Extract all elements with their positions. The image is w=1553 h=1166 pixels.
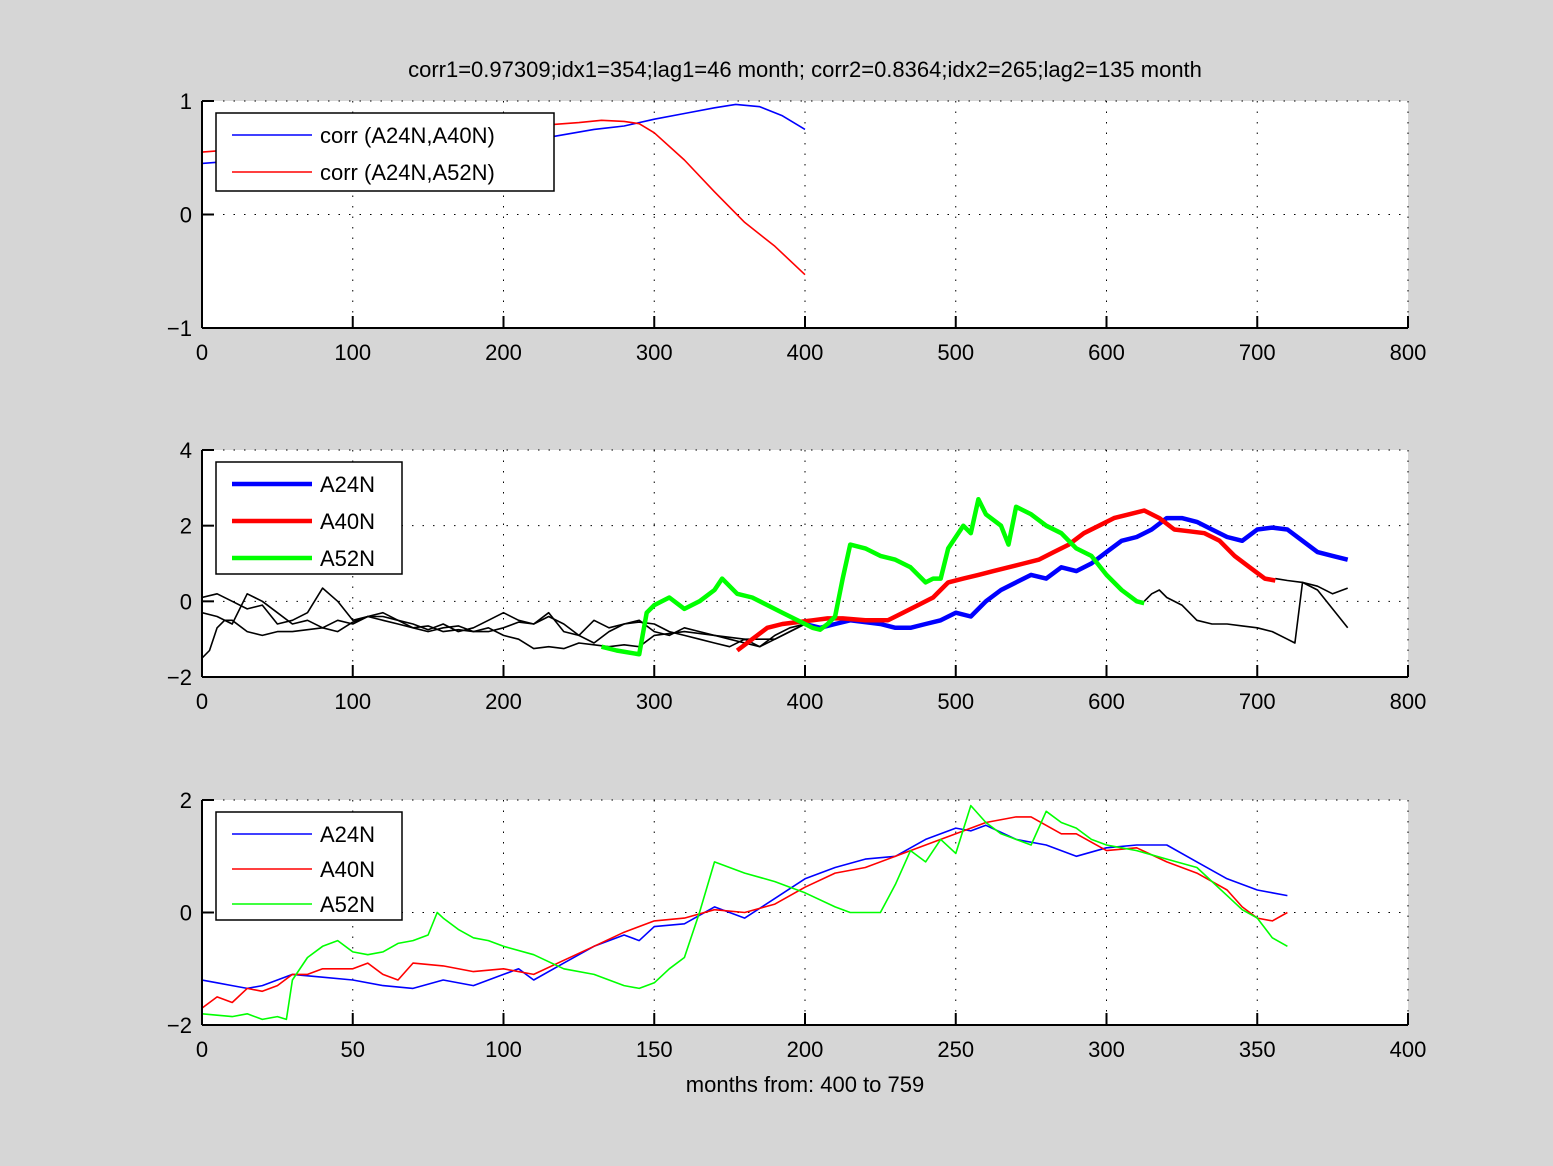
series-line-a52n: [202, 804, 1288, 1021]
x-tick-label: 200: [485, 340, 522, 365]
legend-label: A52N: [320, 546, 375, 571]
legend: corr (A24N,A40N) corr (A24N,A52N): [215, 112, 555, 192]
x-tick-label: 200: [787, 1037, 824, 1062]
x-tick-label: 350: [1239, 1037, 1276, 1062]
x-tick-label: 100: [334, 340, 371, 365]
series-line-black-4: [1143, 581, 1348, 644]
x-tick-label: 300: [636, 340, 673, 365]
series-line-a40n: [735, 508, 1276, 653]
y-tick-label: 1: [180, 89, 192, 114]
legend-label: A52N: [320, 892, 375, 917]
legend: A24N A40N A52N: [215, 811, 403, 921]
axes-series-full: 0 100 200 300 400 500 600 700 800−2024A24NA40NA5…: [167, 438, 1426, 714]
legend-label: A24N: [320, 472, 375, 497]
y-tick-label: 4: [180, 438, 192, 463]
y-tick-label: 0: [180, 901, 192, 926]
series-line-a24n: [202, 824, 1288, 990]
x-tick-label: 700: [1239, 340, 1276, 365]
legend-box: [215, 112, 555, 192]
x-tick-label: 600: [1088, 689, 1125, 714]
legend: A24N A40N A52N: [215, 461, 403, 575]
series-line-black-3: [202, 615, 806, 659]
x-tick-label: 200: [485, 689, 522, 714]
y-tick-label: −1: [167, 316, 192, 341]
series-line-black-5: [1275, 577, 1349, 629]
x-axis-label: months from: 400 to 759: [686, 1072, 924, 1097]
y-tick-label: 2: [180, 788, 192, 813]
x-tick-label: 0: [196, 689, 208, 714]
x-tick-label: 600: [1088, 340, 1125, 365]
x-tick-label: 800: [1390, 340, 1427, 365]
series-line-black-2: [202, 592, 806, 648]
x-tick-label: 400: [787, 689, 824, 714]
y-tick-label: −2: [167, 1013, 192, 1038]
x-tick-label: 500: [937, 689, 974, 714]
x-tick-label: 300: [1088, 1037, 1125, 1062]
series-line-a24n: [804, 515, 1349, 631]
x-tick-label: 50: [341, 1037, 365, 1062]
y-tick-label: 0: [180, 203, 192, 228]
x-tick-label: 800: [1390, 689, 1427, 714]
legend-label: A40N: [320, 857, 375, 882]
x-tick-label: 0: [196, 340, 208, 365]
x-tick-label: 100: [485, 1037, 522, 1062]
series-line-a52n: [600, 496, 1145, 657]
legend-box: [215, 461, 403, 575]
x-tick-label: 0: [196, 1037, 208, 1062]
legend-label: corr (A24N,A40N): [320, 123, 495, 148]
y-tick-label: 0: [180, 589, 192, 614]
legend-box: [215, 811, 403, 921]
x-tick-label: 400: [1390, 1037, 1427, 1062]
legend-label: A40N: [320, 509, 375, 534]
x-tick-label: 100: [334, 689, 371, 714]
y-tick-label: −2: [167, 665, 192, 690]
legend-label: A24N: [320, 822, 375, 847]
x-tick-label: 300: [636, 689, 673, 714]
x-tick-label: 250: [937, 1037, 974, 1062]
legend-label: corr (A24N,A52N): [320, 160, 495, 185]
x-tick-label: 400: [787, 340, 824, 365]
x-tick-label: 150: [636, 1037, 673, 1062]
figure-title: corr1=0.97309;idx1=354;lag1=46 month; co…: [408, 57, 1202, 82]
y-tick-label: 2: [180, 514, 192, 539]
x-tick-label: 500: [937, 340, 974, 365]
x-tick-label: 700: [1239, 689, 1276, 714]
